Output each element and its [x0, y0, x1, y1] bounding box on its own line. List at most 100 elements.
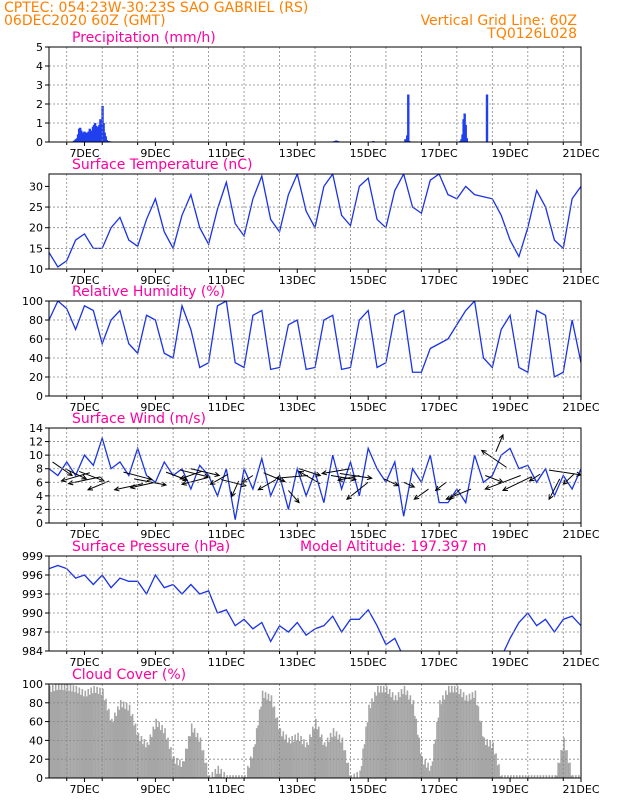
cloud-bar [569, 762, 571, 778]
cloud-bar [165, 739, 168, 778]
precip-ytick-label: 0 [36, 136, 43, 149]
cloud-bar [473, 697, 475, 778]
cloud-bar [303, 739, 305, 778]
cloud-bar [276, 717, 279, 778]
panel-precip: Precipitation (mm/h) 0 1 2 3 4 5 7DEC 9DEC 11DEC 1… [36, 30, 600, 160]
precip-bar [464, 124, 467, 142]
cloud-bar [103, 700, 106, 778]
cloud-bar [63, 684, 66, 778]
cloud-bar [161, 725, 163, 778]
cloud-bar [149, 734, 152, 778]
cloud-bar [105, 698, 107, 778]
cloud-bar [378, 692, 381, 778]
cloud-bar [312, 726, 314, 778]
cloud-bar [54, 684, 57, 778]
wind-arrow-head [279, 477, 286, 483]
cloud-bar [270, 695, 273, 778]
cloud-bar [495, 753, 497, 778]
temp-xtick-label: 9DEC [140, 274, 170, 287]
cloud-bar [499, 776, 502, 778]
pressure-title: Surface Pressure (hPa) [72, 539, 230, 555]
cloud-bar [309, 734, 311, 778]
cloud-bar [315, 718, 317, 778]
cloud-bar [501, 775, 503, 778]
cloud-ytick-label: 60 [29, 716, 43, 729]
header-model-id: TQ0126L028 [486, 26, 577, 42]
temp-ytick-label: 15 [29, 242, 43, 255]
cloud-bar [215, 773, 218, 778]
precip-ytick-label: 5 [36, 41, 43, 54]
cloud-bar [193, 728, 196, 778]
cloud-bar [116, 706, 119, 778]
cloud-bar [93, 685, 95, 778]
cloud-bar [255, 728, 258, 778]
temp-xtick-label: 19DEC [492, 274, 529, 287]
cloud-bar [425, 767, 428, 778]
cloud-bar [252, 746, 255, 778]
cloud-bar [555, 775, 558, 778]
temp-ytick-label: 10 [29, 263, 43, 276]
cloud-bar [403, 685, 406, 778]
cloud-bar [481, 736, 484, 778]
rh-xtick-label: 19DEC [492, 401, 529, 414]
wind-arrow-head [81, 474, 88, 480]
precip-bar [104, 136, 107, 142]
cloud-bar [323, 742, 326, 778]
cloud-bar [521, 775, 524, 778]
cloud-bar [374, 692, 376, 778]
wind-arrow [330, 475, 356, 481]
cloud-bar [49, 685, 51, 778]
cloud-ytick-label: 100 [22, 678, 43, 691]
wind-arrow-head [320, 470, 328, 476]
wind-arrow-head [393, 481, 400, 487]
cloud-bar [343, 750, 345, 778]
cloud-bar [69, 684, 72, 778]
wind-ytick-label: 10 [29, 449, 43, 462]
wind-arrow-head [179, 474, 186, 480]
cloud-bar [99, 687, 101, 778]
cloud-xtick-label: 17DEC [421, 783, 458, 796]
wind-arrow-head [209, 479, 216, 485]
cloud-bar [554, 775, 556, 778]
cloud-bar [575, 775, 577, 778]
cloud-bar [301, 744, 304, 778]
precip-bar [404, 139, 407, 142]
cloud-data [49, 684, 580, 778]
cloud-bar [140, 736, 143, 778]
cloud-bar [121, 707, 124, 778]
cloud-bar [450, 685, 453, 778]
precip-xtick-label: 11DEC [208, 147, 245, 160]
cloud-bar [264, 692, 267, 778]
cloud-bar [152, 726, 155, 778]
cloud-bar [446, 694, 449, 778]
cloud-bar [71, 691, 73, 778]
cloud-bar [72, 685, 75, 778]
cloud-bar [202, 750, 205, 778]
wind-ytick-label: 4 [36, 490, 43, 503]
wind-arrow-head [67, 480, 74, 486]
header-location: CPTEC: 054:23W-30:23S SAO GABRIEL (RS) [4, 0, 308, 16]
cloud-bar [483, 737, 486, 778]
cloud-bar [97, 693, 100, 778]
cloud-bar [319, 737, 322, 778]
precip-data [72, 94, 519, 142]
cloud-bar [455, 692, 457, 778]
wind-arrow-head [298, 470, 305, 476]
cloud-bar [564, 750, 567, 778]
cloud-bar [174, 763, 177, 778]
cloud-bar [359, 770, 361, 778]
cloud-bar [458, 694, 460, 778]
wind-arrow-head [480, 449, 487, 455]
cloud-bar [164, 728, 166, 778]
cloud-title: Cloud Cover (%) [72, 667, 186, 683]
cloud-bar [297, 732, 299, 778]
cloud-bar [507, 775, 509, 778]
pressure-xtick-label: 9DEC [140, 656, 170, 669]
cloud-bar [548, 775, 551, 778]
cloud-bar [62, 690, 64, 778]
wind-xtick-label: 15DEC [350, 528, 387, 541]
cloud-bar [353, 773, 356, 778]
wind-xtick-label: 17DEC [421, 528, 458, 541]
wind-title: Surface Wind (m/s) [72, 411, 206, 427]
